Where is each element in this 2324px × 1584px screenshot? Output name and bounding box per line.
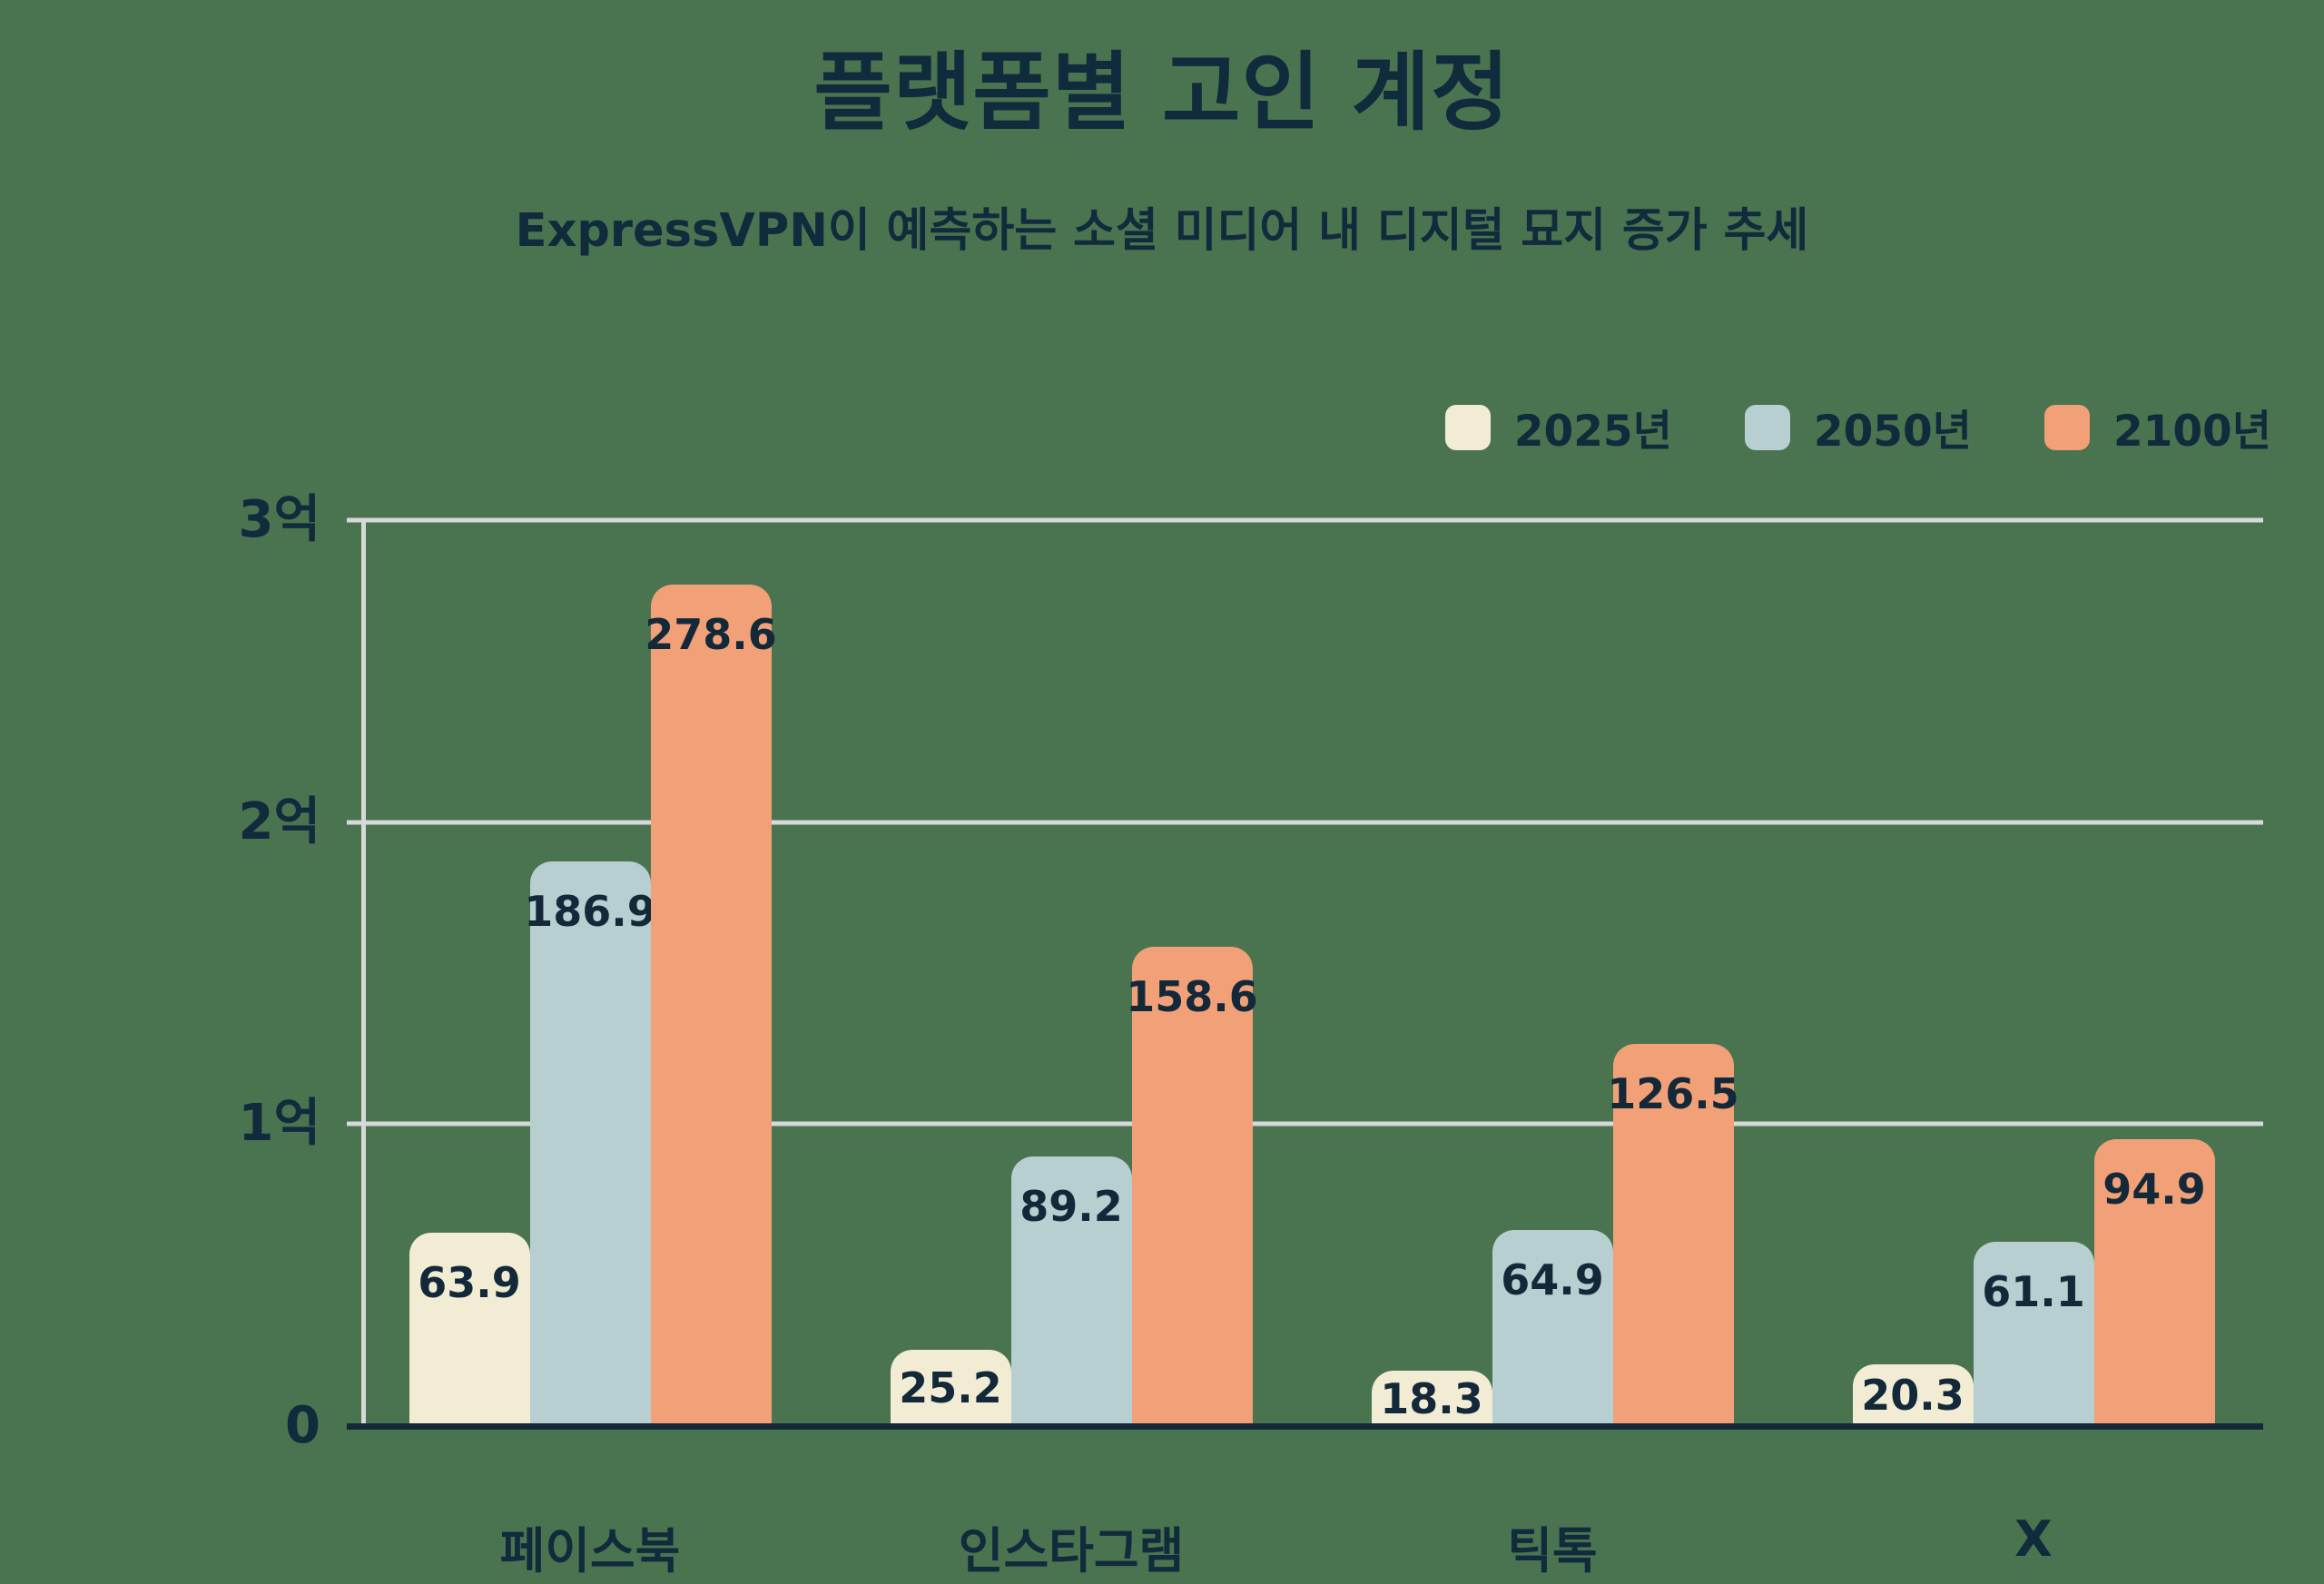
x-axis-category-label-페이스북: 페이스북 <box>499 1522 681 1579</box>
bar-페이스북-2100년: 278.6 <box>645 585 777 1426</box>
bar-인스타그램-2050년: 89.2 <box>1010 1156 1132 1426</box>
bar-인스타그램-2100년: 158.6 <box>1126 947 1258 1426</box>
bar-value-label: 126.5 <box>1607 1069 1739 1119</box>
bar-X-2100년: 94.9 <box>2093 1139 2215 1426</box>
bar-페이스북-2025년: 63.9 <box>409 1233 530 1426</box>
bar-value-label: 20.3 <box>1861 1371 1965 1421</box>
legend-swatch-2025 <box>1444 404 1491 450</box>
bar-value-label: 18.3 <box>1380 1373 1483 1423</box>
gridline-3억 <box>347 517 2263 523</box>
legend-swatch-2050 <box>1744 404 1790 450</box>
x-axis-category-label-틱톡: 틱톡 <box>1507 1522 1598 1579</box>
bar-인스타그램-2025년: 25.2 <box>890 1350 1011 1426</box>
bar-X-2025년: 20.3 <box>1852 1364 1974 1426</box>
bar-페이스북-2050년: 186.9 <box>524 861 656 1426</box>
bar-value-label: 89.2 <box>1019 1182 1123 1232</box>
legend-label-2025: 2025년 <box>1513 407 1672 457</box>
x-axis-category-label-인스타그램: 인스타그램 <box>958 1522 1185 1579</box>
bar-value-label: 61.1 <box>1982 1266 2085 1316</box>
bar-value-label: 64.9 <box>1501 1255 1604 1305</box>
bar-value-label: 63.9 <box>418 1258 521 1308</box>
gridline-2억 <box>347 820 2263 825</box>
y-axis-line <box>361 520 366 1426</box>
x-axis-line <box>347 1423 2263 1430</box>
legend: 2025년 2050년 2100년 <box>1444 396 2271 458</box>
bar-value-label: 158.6 <box>1126 972 1258 1022</box>
bar-value-label: 94.9 <box>2102 1165 2206 1215</box>
legend-item-2100: 2100년 <box>2043 396 2271 458</box>
bar-value-label: 25.2 <box>899 1363 1002 1413</box>
bar-틱톡-2050년: 64.9 <box>1492 1230 1613 1426</box>
gridline-1억 <box>347 1121 2263 1127</box>
bar-value-label: 278.6 <box>645 610 777 660</box>
legend-label-2050: 2050년 <box>1813 407 1972 457</box>
x-axis-category-label-X: X <box>2014 1510 2053 1568</box>
page-title: 플랫폼별 고인 계정 <box>813 44 1511 143</box>
legend-label-2100: 2100년 <box>2112 407 2271 457</box>
bar-틱톡-2025년: 18.3 <box>1371 1371 1492 1426</box>
y-axis-tick-label-1억: 1억 <box>238 1094 321 1154</box>
bar-틱톡-2100년: 126.5 <box>1607 1044 1739 1426</box>
bar-X-2050년: 61.1 <box>1973 1241 2094 1426</box>
y-axis-tick-label-0: 0 <box>285 1396 320 1455</box>
legend-item-2050: 2050년 <box>1744 396 1972 458</box>
bar-chart-plot-area: 0 1억 2억 3억 63.9 186.9 278.6 25.2 89.2 158.6 18.3 64… <box>239 495 2263 1451</box>
y-axis-tick-label-2억: 2억 <box>238 792 321 851</box>
legend-item-2025: 2025년 <box>1444 396 1672 458</box>
y-axis-tick-label-3억: 3억 <box>238 490 321 549</box>
page-subtitle: ExpressVPN이 예측하는 소셜 미디어 내 디지털 묘지 증가 추세 <box>515 204 1809 258</box>
bar-value-label: 186.9 <box>524 887 656 937</box>
legend-swatch-2100 <box>2043 404 2090 450</box>
